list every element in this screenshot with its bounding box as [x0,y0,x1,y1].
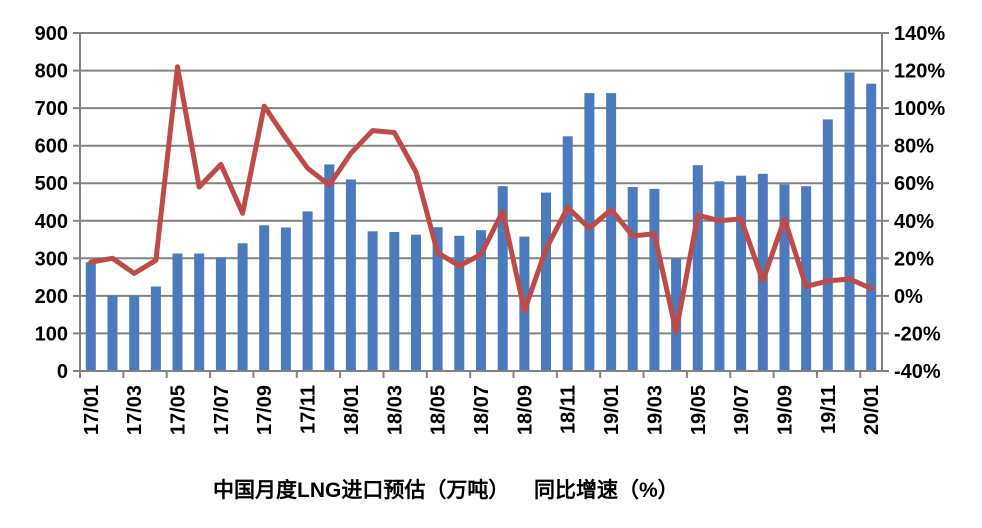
x-axis-label: 17/09 [254,385,276,435]
bar [129,295,140,371]
bar [432,227,443,371]
bar [280,227,291,371]
bar [844,72,855,372]
x-axis-label: 17/01 [81,385,103,435]
bar [454,235,465,371]
legend-item-line: 同比增速（%） [488,476,679,502]
x-axis-label: 20/01 [861,385,883,435]
bar [194,253,205,371]
bar [627,187,638,371]
bar [497,186,508,371]
right-axis-label: -40% [894,361,941,383]
bar [714,181,725,371]
x-axis-label: 18/07 [471,385,493,435]
bar [476,230,486,371]
left-axis-label: 800 [35,61,68,83]
bar [411,234,421,371]
x-axis-label: 17/03 [124,385,146,435]
bar [389,232,400,371]
left-axis-label: 700 [35,98,68,120]
right-axis-label: -20% [894,323,941,345]
x-axis-label: 19/09 [775,385,797,435]
right-axis-label: 0% [894,286,923,308]
left-axis-label: 600 [35,136,68,158]
x-axis-label: 19/07 [731,385,753,435]
bar [757,173,768,371]
right-axis-label: 20% [894,248,934,270]
left-axis-label: 400 [35,211,68,233]
bar [345,179,356,371]
bar [736,175,747,371]
x-axis-label: 18/09 [514,385,536,435]
bar [692,165,703,371]
bar [671,258,682,371]
bar [150,286,161,371]
right-axis-label: 100% [894,98,945,120]
bar [85,262,96,371]
line-series-label: 同比增速（%） [534,479,679,502]
x-axis-label: 18/11 [558,385,580,434]
x-axis-label: 19/03 [644,385,666,435]
right-axis-label: 140% [894,23,945,45]
x-axis-label: 18/03 [384,385,406,435]
left-axis-label: 500 [35,173,68,195]
line-series-swatch-icon [488,486,528,492]
x-axis-label: 18/05 [428,385,450,435]
bar [302,211,313,371]
left-axis-label: 200 [35,286,68,308]
bar [779,184,790,371]
bar [237,243,248,371]
bar [649,188,660,371]
bar [866,83,877,371]
left-axis-label: 0 [57,361,68,383]
left-axis-label: 100 [35,323,68,345]
left-axis-label: 900 [35,23,68,45]
x-axis-label: 17/11 [298,385,320,434]
x-axis-label: 19/01 [601,385,623,435]
bar [584,93,595,371]
bar [215,257,226,371]
bar [107,295,118,371]
bar [172,253,183,371]
bar [324,164,335,371]
right-axis-label: 120% [894,61,945,83]
bar [562,136,573,371]
right-axis-label: 40% [894,211,934,233]
bar [367,231,378,371]
x-axis-label: 17/07 [211,385,233,435]
legend-item-bar: 中国月度LNG进口预估（万吨） [172,476,509,502]
right-axis-label: 80% [894,136,934,158]
trend-line [88,64,874,335]
bar [259,225,270,371]
bar-series-swatch-icon [172,483,206,496]
right-axis-label: 60% [894,173,934,195]
x-axis-label: 17/05 [168,385,190,435]
bar [822,119,833,372]
bar [541,192,551,371]
x-axis-label: 19/11 [818,385,840,434]
left-axis-label: 300 [35,248,68,270]
x-axis-label: 19/05 [688,385,710,435]
x-axis-label: 18/01 [341,385,363,435]
bar-series-label: 中国月度LNG进口预估（万吨） [213,479,510,502]
bar [606,93,617,371]
